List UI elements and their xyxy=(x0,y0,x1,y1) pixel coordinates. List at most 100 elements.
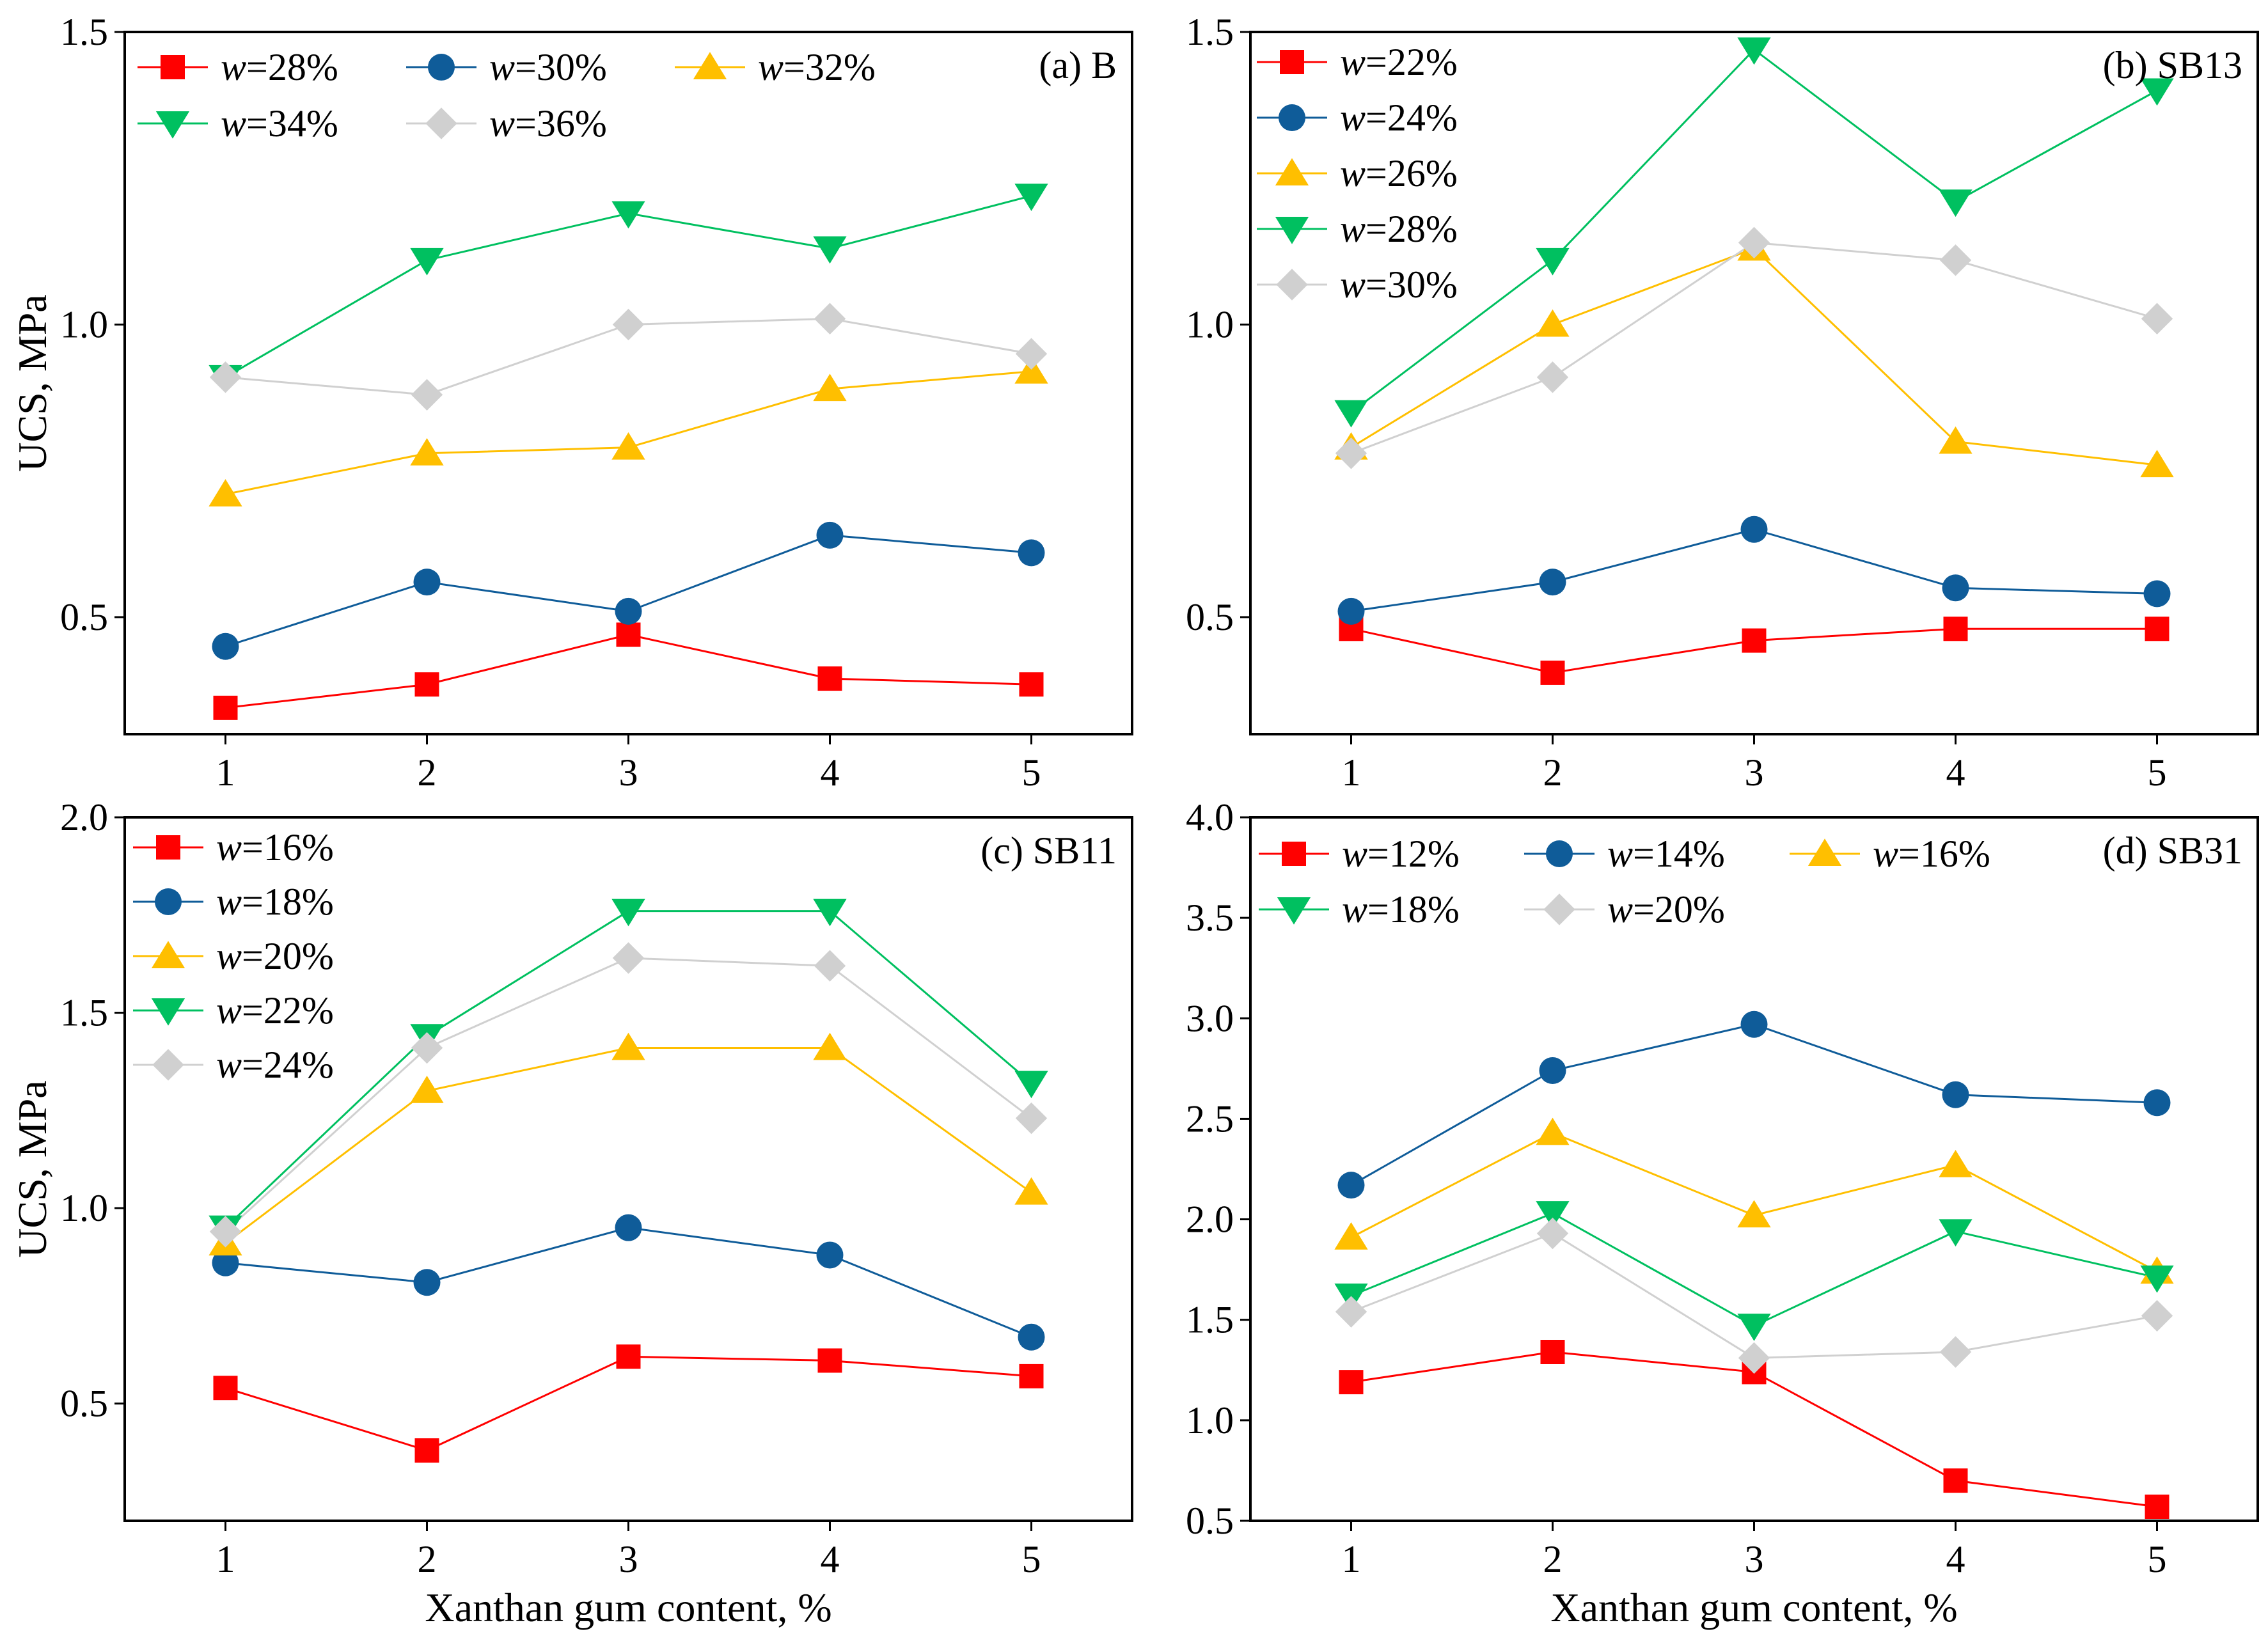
data-point-b-3-4 xyxy=(2140,78,2174,106)
panel-title-d: (d) SB31 xyxy=(2103,829,2242,872)
legend-entry-c-3: w=22% xyxy=(133,989,334,1032)
legend-entry-d-1: w=14% xyxy=(1524,833,1725,875)
data-point-b-4-3 xyxy=(1939,244,1972,276)
legend-marker-b-3 xyxy=(1275,217,1309,244)
data-point-d-1-0 xyxy=(1337,1172,1365,1199)
legend-label-c-3: w=22% xyxy=(216,989,334,1032)
x-tick-label-a-2: 3 xyxy=(619,751,638,794)
data-point-c-4-4 xyxy=(1015,1102,1048,1135)
data-point-a-0-1 xyxy=(414,672,439,697)
legend-marker-b-1 xyxy=(1279,104,1305,131)
data-point-a-3-2 xyxy=(611,201,645,229)
legend-marker-d-1 xyxy=(1546,840,1573,867)
legend-entry-d-4: w=20% xyxy=(1524,888,1725,931)
legend-label-b-3: w=28% xyxy=(1340,208,1458,250)
data-point-a-0-3 xyxy=(817,666,842,691)
x-tick-label-c-2: 3 xyxy=(619,1538,638,1580)
chart-panel-d: 1 2 3 4 5 0.5 1.0 1.5 2.0 2.5 3.0 3.5 4.0 Xanthan gum… xyxy=(1186,796,2259,1630)
y-tick-label-c-0: 0.5 xyxy=(60,1383,108,1425)
data-point-a-4-4 xyxy=(1015,338,1048,370)
data-point-a-2-0 xyxy=(209,479,242,507)
legend-entry-a-2: w=32% xyxy=(675,46,876,88)
legend-entry-b-1: w=24% xyxy=(1257,97,1458,139)
y-tick-label-d-3: 2.0 xyxy=(1186,1198,1234,1241)
legend-label-a-0: w=28% xyxy=(221,46,338,88)
y-tick-label-a-1: 1.0 xyxy=(60,304,108,346)
data-point-a-4-1 xyxy=(411,379,443,411)
y-tick-label-a-0: 0.5 xyxy=(60,596,108,638)
data-point-d-4-1 xyxy=(1536,1217,1569,1250)
data-point-b-1-4 xyxy=(2143,580,2171,608)
data-point-a-0-2 xyxy=(616,622,641,647)
legend-label-c-2: w=20% xyxy=(216,935,334,977)
legend-label-d-4: w=20% xyxy=(1607,888,1725,931)
data-point-b-0-2 xyxy=(1742,628,1767,653)
data-point-d-2-1 xyxy=(1536,1117,1570,1145)
data-point-d-0-0 xyxy=(1339,1370,1364,1395)
x-tick-label-a-1: 2 xyxy=(418,751,437,794)
data-point-c-2-1 xyxy=(410,1076,444,1103)
legend-marker-d-3 xyxy=(1277,897,1311,925)
data-point-d-4-3 xyxy=(1939,1336,1972,1368)
data-point-c-3-2 xyxy=(611,899,645,927)
legend-marker-c-2 xyxy=(151,941,185,968)
legend-label-b-4: w=30% xyxy=(1340,263,1458,306)
legend-label-d-1: w=14% xyxy=(1607,833,1725,875)
legend-entry-b-4: w=30% xyxy=(1257,263,1458,306)
x-tick-label-d-0: 1 xyxy=(1342,1538,1361,1580)
panel-title-c: (c) SB11 xyxy=(980,829,1117,872)
legend-marker-b-2 xyxy=(1275,158,1309,185)
data-point-d-3-2 xyxy=(1737,1314,1771,1341)
data-point-c-4-0 xyxy=(209,1216,242,1248)
data-point-c-2-3 xyxy=(813,1032,847,1060)
data-point-c-1-3 xyxy=(816,1241,844,1269)
data-point-c-0-4 xyxy=(1019,1363,1044,1388)
x-tick-label-c-3: 4 xyxy=(821,1538,840,1580)
legend-entry-c-4: w=24% xyxy=(133,1044,334,1086)
legend-marker-a-3 xyxy=(155,111,190,139)
data-point-b-4-4 xyxy=(2141,302,2173,335)
data-point-d-4-4 xyxy=(2141,1300,2173,1332)
data-point-d-1-4 xyxy=(2143,1089,2171,1117)
x-tick-label-d-2: 3 xyxy=(1745,1538,1764,1580)
data-point-b-4-1 xyxy=(1536,361,1569,393)
y-tick-label-c-1: 1.0 xyxy=(60,1187,108,1229)
x-tick-label-a-3: 4 xyxy=(821,751,840,794)
legend-label-a-2: w=32% xyxy=(758,46,876,88)
x-tick-label-a-0: 1 xyxy=(216,751,235,794)
legend-label-d-0: w=12% xyxy=(1342,833,1460,875)
data-point-d-3-1 xyxy=(1536,1201,1570,1229)
data-point-a-1-0 xyxy=(212,632,239,660)
legend-label-b-0: w=22% xyxy=(1340,41,1458,83)
legend-marker-a-4 xyxy=(425,107,457,139)
legend-marker-b-0 xyxy=(1280,50,1304,74)
data-point-a-1-1 xyxy=(413,569,441,596)
legend-marker-d-4 xyxy=(1543,893,1575,925)
legend-label-b-2: w=26% xyxy=(1340,152,1458,194)
data-point-c-3-3 xyxy=(813,899,847,927)
data-point-d-4-2 xyxy=(1738,1342,1770,1374)
data-point-b-3-3 xyxy=(1939,189,1973,217)
data-point-b-1-2 xyxy=(1740,515,1768,543)
data-point-a-3-1 xyxy=(410,247,444,276)
x-tick-label-b-1: 2 xyxy=(1543,751,1563,794)
x-tick-label-d-4: 5 xyxy=(2148,1538,2167,1580)
data-point-b-2-4 xyxy=(2140,450,2174,478)
legend-marker-d-2 xyxy=(1807,838,1842,866)
data-point-b-0-3 xyxy=(1943,617,1968,641)
data-point-c-3-4 xyxy=(1014,1071,1048,1099)
data-point-b-4-2 xyxy=(1738,226,1770,259)
x-axis-label-d: Xanthan gum content, % xyxy=(1550,1585,1957,1630)
data-point-b-3-1 xyxy=(1536,247,1570,276)
data-point-a-0-0 xyxy=(213,695,238,720)
data-point-b-0-1 xyxy=(1540,660,1565,685)
data-point-c-1-2 xyxy=(615,1214,642,1241)
data-point-b-2-1 xyxy=(1536,309,1570,337)
data-point-c-0-0 xyxy=(213,1376,238,1401)
x-tick-label-d-3: 4 xyxy=(1946,1538,1965,1580)
data-point-d-0-3 xyxy=(1943,1468,1968,1493)
x-tick-label-a-4: 5 xyxy=(1022,751,1041,794)
y-tick-label-d-2: 1.5 xyxy=(1186,1299,1234,1341)
legend-marker-a-1 xyxy=(428,54,455,81)
